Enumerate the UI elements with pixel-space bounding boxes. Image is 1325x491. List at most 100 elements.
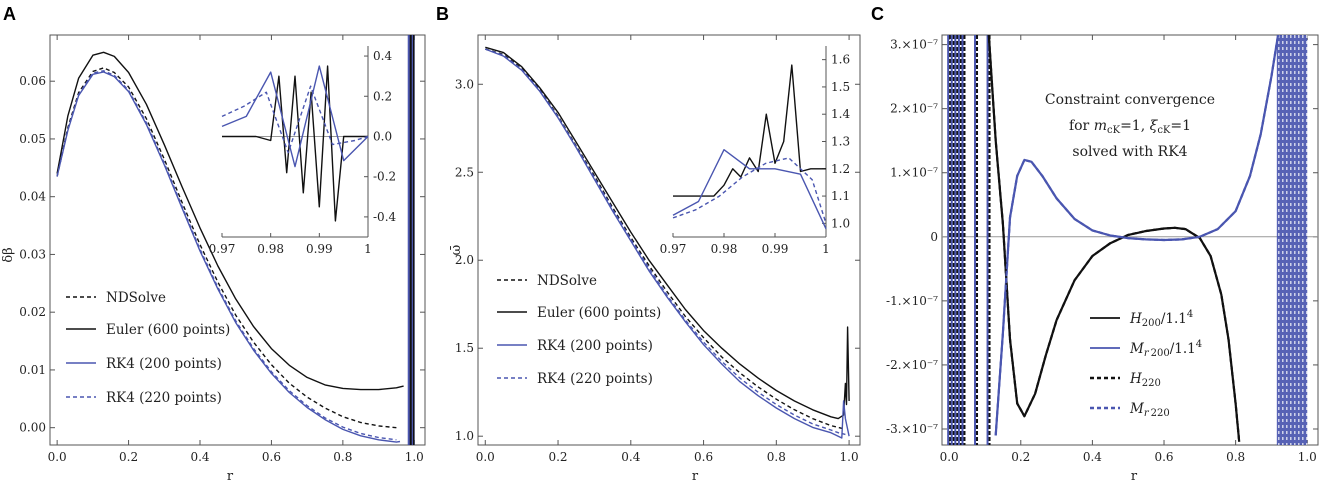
panel-b-xtick-label: 0.2 (548, 450, 567, 464)
panel-a-inset-xtick-label: 0.98 (257, 242, 284, 256)
panel-letter-b: B (436, 4, 449, 24)
panel-c-ytick-label: -3.×10⁻⁷ (886, 422, 938, 436)
panel-a-inset-xtick-label: 0.99 (306, 242, 333, 256)
legend-label-euler: Euler (600 points) (537, 305, 661, 321)
panel-b-inset-ytick-label: 1.1 (831, 189, 850, 203)
panel-a-inset-series-1 (222, 65, 368, 222)
panel-a-legend: NDSolve Euler (600 points) RK4 (200 poin… (66, 290, 230, 406)
panel-b-ylabel: ω̄ (449, 245, 464, 256)
panel-c-xtick-label: 0.2 (1011, 450, 1030, 464)
panel-a-xtick-label: 0.6 (262, 450, 281, 464)
panel-a-inset-xtick-label: 1 (364, 242, 372, 256)
legend-label-rk4-220: RK4 (220 points) (537, 371, 653, 387)
panel-b-ytick-label: 2.0 (455, 253, 474, 267)
panel-a-xlabel: r (227, 469, 234, 484)
legend-label-ndsolve: NDSolve (106, 290, 166, 306)
panel-b-xlabel: r (692, 469, 699, 484)
panel-a-inset-ytick-label: -0.2 (373, 170, 396, 184)
panel-b-plot: 0.0 0.2 0.4 0.6 0.8 1.01.01.52.02.53.00.97 0.9… (455, 34, 861, 464)
panel-b-ytick-label: 2.5 (455, 165, 474, 179)
panel-a-series-3 (56, 71, 401, 443)
panel-a-inset-series-3 (221, 85, 369, 154)
panel-b-inset-series-1 (673, 64, 826, 197)
panel-b-inset-xtick-label: 0.98 (711, 242, 738, 256)
annotation-line-3: solved with RK4 (1072, 144, 1187, 160)
annotation-line-2: for mcK=1, ξcK=1 (1069, 118, 1191, 136)
panel-a-ytick-label: 0.00 (19, 421, 46, 435)
legend-label-euler: Euler (600 points) (106, 322, 230, 338)
panel-b-inset-ytick-label: 1.0 (831, 216, 850, 230)
panel-c-annotation: Constraint convergence for mcK=1, ξcK=1 … (1045, 92, 1215, 160)
legend-label-h220: H220 (1129, 371, 1161, 389)
panel-c-ytick-label: -1.×10⁻⁷ (886, 294, 938, 308)
panel-a-inset-ytick-label: 0.0 (373, 129, 392, 143)
legend-label-ndsolve: NDSolve (537, 273, 597, 289)
annotation-line-1: Constraint convergence (1045, 92, 1215, 108)
panel-a-ylabel: δβ (1, 247, 16, 262)
panel-b-inset: 0.97 0.98 0.99 11.0 1.1 1.2 1.3 1.4 1.5 1.6 (660, 46, 850, 256)
panel-a-plot: 0.0 0.2 0.4 0.6 0.8 1.00.000.010.020.030.040.… (19, 34, 426, 464)
panel-b-ytick-label: 3.0 (455, 77, 474, 91)
panel-c-ytick-label: 2.×10⁻⁷ (890, 102, 938, 116)
panel-b-inset-ytick-label: 1.6 (831, 53, 850, 67)
panel-a-ytick-label: 0.03 (19, 247, 46, 261)
panel-b-xtick-label: 0.6 (694, 450, 713, 464)
panel-b-xtick-label: 0.4 (621, 450, 640, 464)
legend-label-rk4-220: RK4 (220 points) (106, 390, 222, 406)
panel-c-xtick-label: 0.0 (940, 450, 959, 464)
panel-letter-c: C (871, 4, 884, 24)
panel-a-xtick-label: 0.8 (333, 450, 352, 464)
panel-c-ytick-label: -2.×10⁻⁷ (886, 358, 938, 372)
legend-label-rk4-200: RK4 (200 points) (106, 356, 222, 372)
panel-b-series-4 (485, 48, 846, 436)
panel-b-inset-ytick-label: 1.5 (831, 80, 850, 94)
panel-c-frame (941, 34, 1319, 446)
panel-a-inset-ytick-label: 0.4 (373, 49, 392, 63)
panel-c-series-3 (987, 35, 1241, 442)
panel-a-xtick-label: 1.0 (405, 450, 424, 464)
panel-c-xtick-label: 0.4 (1083, 450, 1102, 464)
panel-a-series-2 (56, 51, 404, 391)
panel-b-legend: NDSolve Euler (600 points) RK4 (200 poin… (497, 273, 661, 387)
panel-c-series-4 (994, 35, 1280, 436)
panel-b-ytick-label: 1.0 (455, 429, 474, 443)
panel-a-ytick-label: 0.05 (19, 132, 46, 146)
panel-b-series-3 (485, 48, 850, 439)
legend-label-rk4-200: RK4 (200 points) (537, 338, 653, 354)
panel-a-ytick-label: 0.01 (19, 363, 46, 377)
panel-b-inset-ytick-label: 1.3 (831, 135, 850, 149)
legend-label-h200: H200/1.14 (1129, 309, 1193, 329)
panel-c-xtick-label: 0.6 (1154, 450, 1173, 464)
panel-c-legend: H200/1.14 Mr 200/1.14 H220 Mr 220 (1090, 309, 1202, 419)
panel-b-xtick-label: 1.0 (840, 450, 859, 464)
panel-b-xtick-label: 0.0 (476, 450, 495, 464)
panel-a-xtick-label: 0.0 (48, 450, 67, 464)
panel-a-ytick-label: 0.04 (19, 190, 46, 204)
panel-c-oscillation-band (1276, 35, 1308, 445)
panel-b-ytick-label: 1.5 (455, 341, 474, 355)
panel-c-plot: 0.0 0.2 0.4 0.6 0.8 1.0 -3.×10⁻⁷ -2.×10⁻⁷ -1.×10… (886, 34, 1319, 464)
panel-b-inset-series-3 (672, 157, 827, 224)
panel-a-inset: 0.97 0.98 0.99 1 -0.4 -0.2 0.0 0.2 0.4 (209, 46, 397, 256)
legend-label-mr220: Mr 220 (1129, 401, 1170, 419)
panel-c-xtick-label: 0.8 (1226, 450, 1245, 464)
panel-b-inset-ytick-label: 1.4 (831, 107, 850, 121)
panel-c-ytick-label: 3.×10⁻⁷ (890, 38, 938, 52)
panel-a-ytick-label: 0.02 (19, 305, 46, 319)
panel-c-ytick-label: 0 (930, 230, 938, 244)
legend-label-mr200: Mr 200/1.14 (1129, 339, 1202, 359)
panel-b-inset-series-2 (672, 148, 827, 230)
panel-letter-a: A (3, 4, 16, 24)
panel-a-inset-ytick-label: 0.2 (373, 89, 392, 103)
panel-b-inset-xtick-label: 0.99 (762, 242, 789, 256)
panel-a-inset-ytick-label: -0.4 (373, 210, 397, 224)
panel-b-inset-ytick-label: 1.2 (831, 162, 850, 176)
panel-a-inset-series-2 (221, 65, 369, 168)
panel-a-xtick-label: 0.4 (190, 450, 209, 464)
panel-a-xtick-label: 0.2 (119, 450, 138, 464)
panel-c-xtick-label: 1.0 (1298, 450, 1317, 464)
panel-a-ytick-label: 0.06 (19, 74, 46, 88)
panel-b-frame (477, 34, 861, 446)
panel-b-inset-bg (673, 46, 826, 237)
